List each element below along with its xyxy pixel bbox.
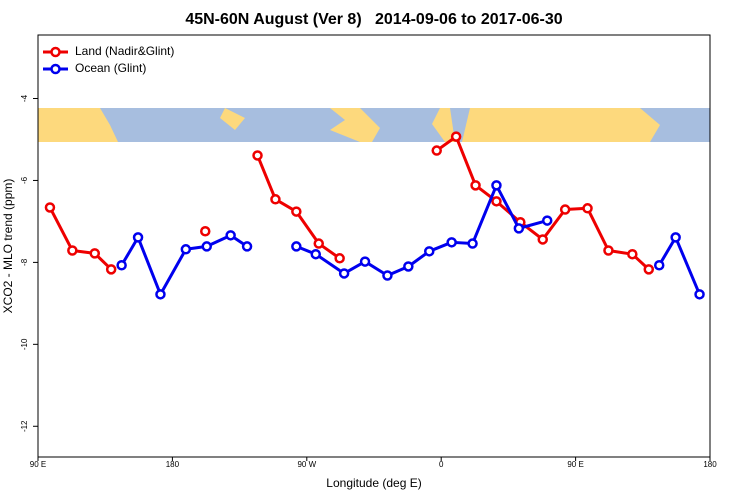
x-axis-label: Longitude (deg E) [326,476,421,490]
y-tick-label: -10 [20,338,29,350]
point [291,241,302,252]
series-line [48,135,650,271]
map-band [38,108,710,142]
point [491,180,502,191]
legend-marker [50,46,61,58]
point [132,232,144,243]
point [403,261,414,272]
y-axis-label: XCO2 - MLO trend (ppm) [1,179,15,314]
point [559,204,571,215]
point [338,268,350,279]
point [359,256,371,267]
point [313,238,324,249]
point [424,246,435,257]
point [643,264,655,275]
series-line [120,183,701,296]
y-tick-label: -8 [20,258,29,266]
point [450,131,462,142]
point [431,145,442,156]
point [180,244,192,255]
x-tick-label: 180 [703,460,717,469]
legend-label: Land (Nadir&Glint) [75,44,174,58]
y-tick-label: -12 [20,420,29,432]
point [446,237,457,248]
point [670,232,681,243]
x-tick-label: 90 W [297,460,316,469]
point [155,289,166,300]
point [241,241,253,252]
point [44,202,56,213]
point [116,260,127,271]
point [470,180,481,191]
point [603,245,614,256]
plot-frame [37,34,711,458]
point [627,248,638,260]
point [467,238,478,249]
point [382,270,393,281]
point [67,245,78,256]
point [537,234,548,245]
point [334,253,345,264]
x-tick-label: 90 E [567,460,583,469]
y-tick-label: -6 [20,176,29,184]
point [582,203,593,214]
point [89,248,100,259]
legend-label: Ocean (Glint) [75,61,146,75]
point [513,223,525,234]
point [225,230,236,241]
point [252,150,263,161]
x-tick-label: 90 E [30,460,46,469]
point [200,226,211,237]
point [201,241,212,252]
point [653,260,665,271]
y-tick-label: -4 [20,94,29,102]
point [270,194,281,205]
point [491,196,502,207]
x-tick-label: 180 [166,460,180,469]
legend-marker [50,63,61,75]
x-tick-label: 0 [439,460,444,469]
chart-title: 45N-60N August (Ver 8) 2014-09-06 to 201… [185,11,562,28]
point [291,206,302,217]
point [105,264,117,275]
point [310,248,322,260]
point [694,289,705,300]
point [541,215,553,226]
